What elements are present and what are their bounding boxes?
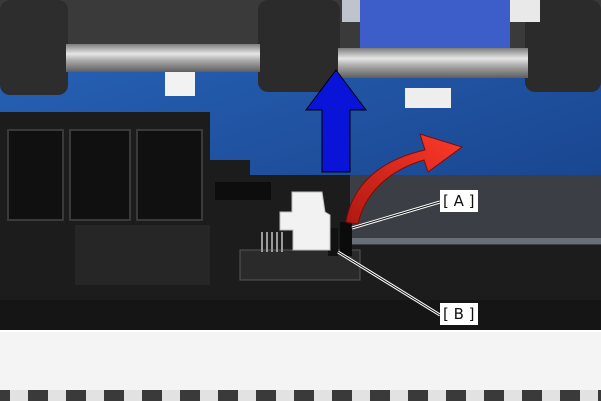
blue-block-top bbox=[360, 0, 510, 48]
callout-a-label: [ A ] bbox=[443, 192, 475, 210]
left-clip bbox=[215, 182, 271, 200]
tray-teeth bbox=[10, 390, 598, 401]
latch-post bbox=[328, 228, 338, 256]
callout-b-label: [ B ] bbox=[443, 305, 475, 323]
frame-grill bbox=[7, 129, 203, 221]
metal-shaft-right bbox=[338, 48, 528, 78]
white-tray bbox=[0, 332, 601, 392]
rotate-arrow bbox=[345, 133, 464, 225]
leader-line-b-core bbox=[337, 251, 441, 316]
tray-edge bbox=[0, 390, 601, 401]
rail-highlight bbox=[350, 238, 601, 244]
up-arrow bbox=[305, 69, 367, 173]
white-clip-top-left bbox=[165, 72, 195, 96]
roller-left bbox=[0, 0, 68, 95]
metal-shaft-left bbox=[66, 44, 260, 72]
white-lever-part bbox=[279, 191, 331, 251]
leader-line-a-core bbox=[351, 201, 441, 229]
gray-tab-top bbox=[342, 0, 360, 22]
callout-b-box bbox=[440, 303, 478, 325]
callout-a-box bbox=[440, 190, 478, 212]
roller-center bbox=[258, 0, 340, 92]
white-clip-top-right bbox=[510, 0, 540, 22]
roller-right bbox=[525, 0, 601, 92]
frame-step bbox=[75, 225, 210, 285]
bottom-ledge bbox=[0, 300, 601, 330]
spring-coil bbox=[261, 232, 283, 252]
white-clip-top-center bbox=[405, 88, 451, 108]
latch-tab-a bbox=[340, 222, 352, 256]
